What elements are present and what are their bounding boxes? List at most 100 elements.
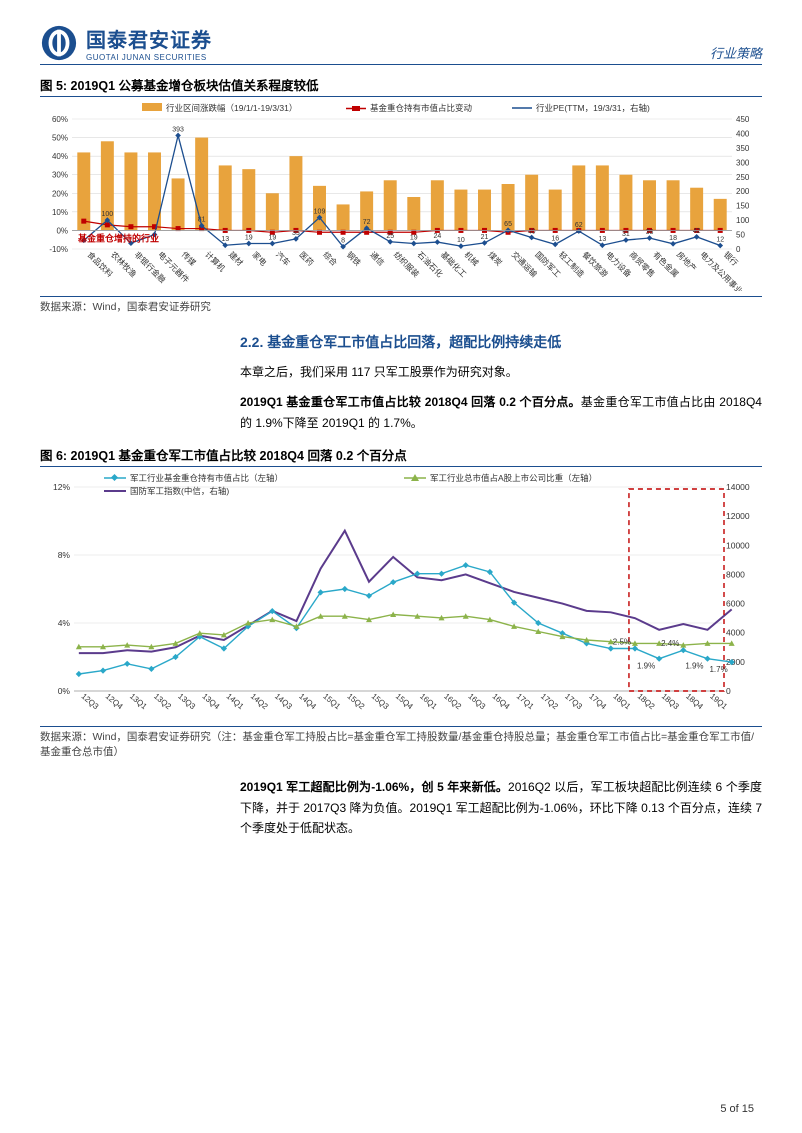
svg-text:18Q2: 18Q2: [636, 692, 657, 712]
svg-text:15Q2: 15Q2: [346, 692, 367, 712]
svg-text:建材: 建材: [227, 249, 245, 267]
svg-text:40%: 40%: [52, 152, 68, 161]
svg-text:2.5%: 2.5%: [613, 638, 631, 647]
svg-text:18Q4: 18Q4: [684, 692, 705, 712]
svg-text:393: 393: [172, 126, 184, 133]
svg-text:0%: 0%: [58, 686, 71, 696]
svg-text:机械: 机械: [463, 249, 481, 267]
svg-text:8%: 8%: [58, 550, 71, 560]
svg-text:10%: 10%: [52, 208, 68, 217]
logo-block: 国泰君安证券 GUOTAI JUNAN SECURITIES: [40, 24, 212, 62]
svg-text:汽车: 汽车: [274, 249, 292, 267]
svg-text:15Q3: 15Q3: [370, 692, 391, 712]
svg-text:10: 10: [457, 237, 465, 244]
para-22-2-bold: 2019Q1 基金重仓军工市值占比较 2018Q4 回落 0.2 个百分点。: [240, 395, 581, 409]
logo-cn: 国泰君安证券: [86, 24, 212, 53]
svg-text:12%: 12%: [53, 482, 70, 492]
svg-text:100: 100: [102, 211, 114, 218]
svg-text:72: 72: [363, 219, 371, 226]
svg-text:50%: 50%: [52, 134, 68, 143]
svg-text:24: 24: [433, 233, 441, 240]
svg-text:1.9%: 1.9%: [685, 662, 703, 671]
svg-text:12Q4: 12Q4: [104, 692, 125, 712]
svg-text:19: 19: [410, 235, 418, 242]
svg-text:13Q1: 13Q1: [128, 692, 149, 712]
svg-text:行业PE(TTM，19/3/31，右轴): 行业PE(TTM，19/3/31，右轴): [536, 103, 650, 113]
svg-text:18Q1: 18Q1: [611, 692, 632, 712]
svg-text:1.7%: 1.7%: [709, 665, 727, 674]
svg-text:通信: 通信: [368, 249, 386, 267]
svg-text:基金重仓增持的行业: 基金重仓增持的行业: [77, 233, 159, 244]
svg-text:国防军工指数(中信，右轴): 国防军工指数(中信，右轴): [130, 486, 229, 496]
svg-text:109: 109: [314, 209, 326, 216]
section-22-heading: 2.2. 基金重仓军工市值占比回落，超配比例持续走低: [240, 332, 762, 352]
header: 国泰君安证券 GUOTAI JUNAN SECURITIES 行业策略: [40, 24, 762, 65]
figure5-chart: -10%0%10%20%30%40%50%60%0501001502002503…: [40, 101, 762, 294]
figure6-title: 图 6: 2019Q1 基金重仓军工市值占比较 2018Q4 回落 0.2 个百…: [40, 443, 762, 467]
svg-text:8000: 8000: [726, 570, 745, 580]
svg-text:19: 19: [268, 235, 276, 242]
svg-text:200: 200: [736, 187, 750, 196]
svg-text:-10%: -10%: [49, 245, 68, 254]
svg-text:400: 400: [736, 129, 750, 138]
para-22-1: 本章之后，我们采用 117 只军工股票作为研究对象。: [240, 362, 762, 382]
svg-text:14Q1: 14Q1: [225, 692, 246, 712]
para-22-2: 2019Q1 基金重仓军工市值占比较 2018Q4 回落 0.2 个百分点。基金…: [240, 392, 762, 433]
figure5-source: 数据来源：Wind，国泰君安证券研究: [40, 296, 762, 314]
svg-text:50: 50: [736, 231, 745, 240]
svg-text:16: 16: [551, 235, 559, 242]
svg-text:100: 100: [736, 216, 750, 225]
svg-text:14000: 14000: [726, 482, 750, 492]
svg-text:煤炭: 煤炭: [486, 249, 504, 267]
svg-text:军工行业基金重仓持有市值占比（左轴）: 军工行业基金重仓持有市值占比（左轴）: [130, 473, 283, 483]
svg-text:42: 42: [693, 228, 701, 235]
svg-text:家电: 家电: [250, 249, 268, 267]
svg-text:15Q4: 15Q4: [394, 692, 415, 712]
svg-text:25: 25: [386, 233, 394, 240]
svg-text:13Q3: 13Q3: [176, 692, 197, 712]
logo-en: GUOTAI JUNAN SECURITIES: [86, 53, 212, 62]
svg-text:16Q4: 16Q4: [491, 692, 512, 712]
svg-text:13Q4: 13Q4: [200, 692, 221, 712]
svg-text:150: 150: [736, 202, 750, 211]
svg-text:13: 13: [598, 236, 606, 243]
svg-text:62: 62: [575, 222, 583, 229]
svg-text:17Q4: 17Q4: [587, 692, 608, 712]
svg-text:250: 250: [736, 173, 750, 182]
svg-text:基金重仓持有市值占比变动: 基金重仓持有市值占比变动: [370, 103, 473, 113]
para-3-bold: 2019Q1 军工超配比例为-1.06%，创 5 年来新低。: [240, 780, 508, 794]
svg-text:16Q3: 16Q3: [466, 692, 487, 712]
svg-text:16Q2: 16Q2: [442, 692, 463, 712]
svg-text:综合: 综合: [321, 249, 339, 267]
svg-text:2.4%: 2.4%: [661, 639, 679, 648]
svg-text:19: 19: [245, 235, 253, 242]
svg-text:军工行业总市值占A股上市公司比重（左轴）: 军工行业总市值占A股上市公司比重（左轴）: [430, 473, 597, 483]
svg-text:350: 350: [736, 144, 750, 153]
svg-text:14Q3: 14Q3: [273, 692, 294, 712]
svg-text:40: 40: [528, 228, 536, 235]
svg-text:0: 0: [736, 245, 741, 254]
svg-text:钢铁: 钢铁: [345, 249, 363, 267]
svg-text:14Q4: 14Q4: [297, 692, 318, 712]
svg-text:18: 18: [669, 235, 677, 242]
figure5-title: 图 5: 2019Q1 公募基金增仓板块估值关系程度较低: [40, 73, 762, 97]
figure6-source: 数据来源：Wind，国泰君安证券研究（注：基金重仓军工持股占比=基金重仓军工持股…: [40, 726, 762, 759]
para-3: 2019Q1 军工超配比例为-1.06%，创 5 年来新低。2016Q2 以后，…: [240, 777, 762, 838]
svg-text:12Q3: 12Q3: [80, 692, 101, 712]
svg-text:60%: 60%: [52, 115, 68, 124]
svg-text:行业区间涨跌幅（19/1/1-19/3/31）: 行业区间涨跌幅（19/1/1-19/3/31）: [166, 103, 297, 113]
svg-text:4000: 4000: [726, 628, 745, 638]
svg-text:65: 65: [504, 221, 512, 228]
svg-text:4%: 4%: [58, 618, 71, 628]
figure6-chart: 0%4%8%12%0200040006000800010000120001400…: [40, 471, 762, 724]
svg-text:13Q2: 13Q2: [152, 692, 173, 712]
svg-text:医药: 医药: [298, 249, 316, 267]
svg-text:450: 450: [736, 115, 750, 124]
page-number: 5 of 15: [720, 1103, 754, 1115]
svg-text:1.9%: 1.9%: [637, 662, 655, 671]
svg-text:8: 8: [341, 238, 345, 245]
logo-icon: [40, 24, 78, 62]
svg-text:传媒: 传媒: [180, 249, 198, 267]
doc-type: 行业策略: [710, 43, 762, 62]
svg-text:15Q1: 15Q1: [321, 692, 342, 712]
